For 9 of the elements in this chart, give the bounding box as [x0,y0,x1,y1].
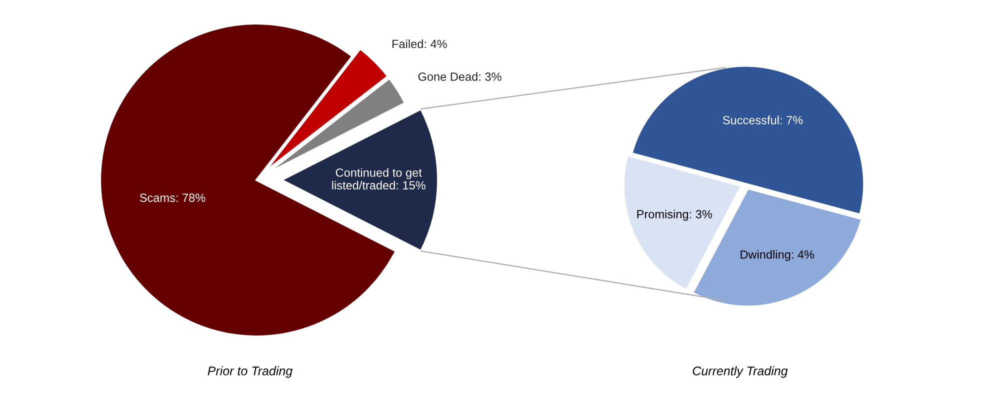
text: Currently Trading [692,366,788,378]
slice-label: Scams: 78% [140,194,206,202]
slice-label: Gone Dead: 3% [418,72,502,81]
slice-label: Promising: 3% [637,210,712,221]
text: Prior to Trading [208,366,293,378]
slice-label: Continued to get listed/traded: 15% [332,168,426,190]
slice-label: Failed: 4% [392,39,447,48]
slice-label: Successful: 7% [722,116,803,124]
slice-label: Dwindling: 4% [740,250,814,262]
